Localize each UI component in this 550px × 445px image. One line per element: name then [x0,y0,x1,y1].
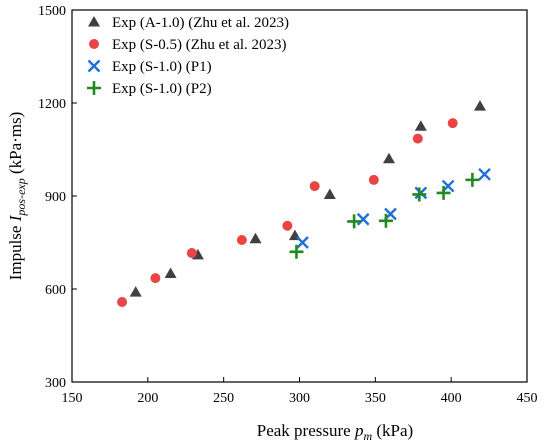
y-tick-label: 300 [45,376,66,391]
legend-label: Exp (S-1.0) (P2) [112,81,212,97]
data-point [356,212,370,226]
data-point [414,186,428,200]
legend-marker [87,81,101,95]
x-tick-label: 400 [441,391,462,406]
data-point [447,118,458,129]
data-point [296,236,309,249]
data-point [412,133,423,144]
data-point [414,120,427,131]
data-point [347,214,362,229]
data-point [164,267,177,278]
data-point [465,172,480,187]
legend-label: Exp (S-1.0) (P1) [112,59,212,75]
data-point [436,185,451,200]
y-axis-title: Impulse Ipos-exp (kPa·ms) [6,112,28,281]
data-point [368,174,379,185]
x-tick-label: 350 [365,391,386,406]
x-tick-label: 300 [289,391,310,406]
legend-marker [89,39,99,49]
data-points [117,100,491,308]
legend-label: Exp (A-1.0) (Zhu et al. 2023) [112,15,289,31]
data-point [117,297,128,308]
legend-marker [87,59,101,73]
x-axis-title: Peak pressure pm (kPa) [257,421,413,443]
data-point [129,286,142,297]
data-point [378,213,393,228]
axis-ticks: 150 200 250 300 350 400 450 300 600 900 1200 1500 [38,4,538,406]
data-point [150,273,161,284]
data-point [309,181,320,192]
x-tick-label: 150 [62,391,83,406]
x-tick-label: 250 [213,391,234,406]
data-point [412,187,427,202]
legend-label: Exp (S-0.5) (Zhu et al. 2023) [112,37,287,53]
data-point [382,152,395,164]
data-point [289,244,304,259]
y-tick-label: 900 [45,190,66,205]
data-point [282,220,293,231]
y-tick-label: 1200 [38,97,66,112]
x-tick-label: 450 [517,391,538,406]
data-point [186,248,197,259]
data-point [473,100,486,111]
data-point [478,167,491,181]
legend: Exp (A-1.0) (Zhu et al. 2023) Exp (S-0.5)… [87,15,289,97]
y-tick-label: 1500 [38,4,66,19]
data-point [236,235,247,246]
legend-marker [88,16,100,27]
data-point [323,188,336,199]
y-tick-label: 600 [45,283,66,298]
x-tick-label: 200 [137,391,158,406]
data-point [249,232,262,244]
